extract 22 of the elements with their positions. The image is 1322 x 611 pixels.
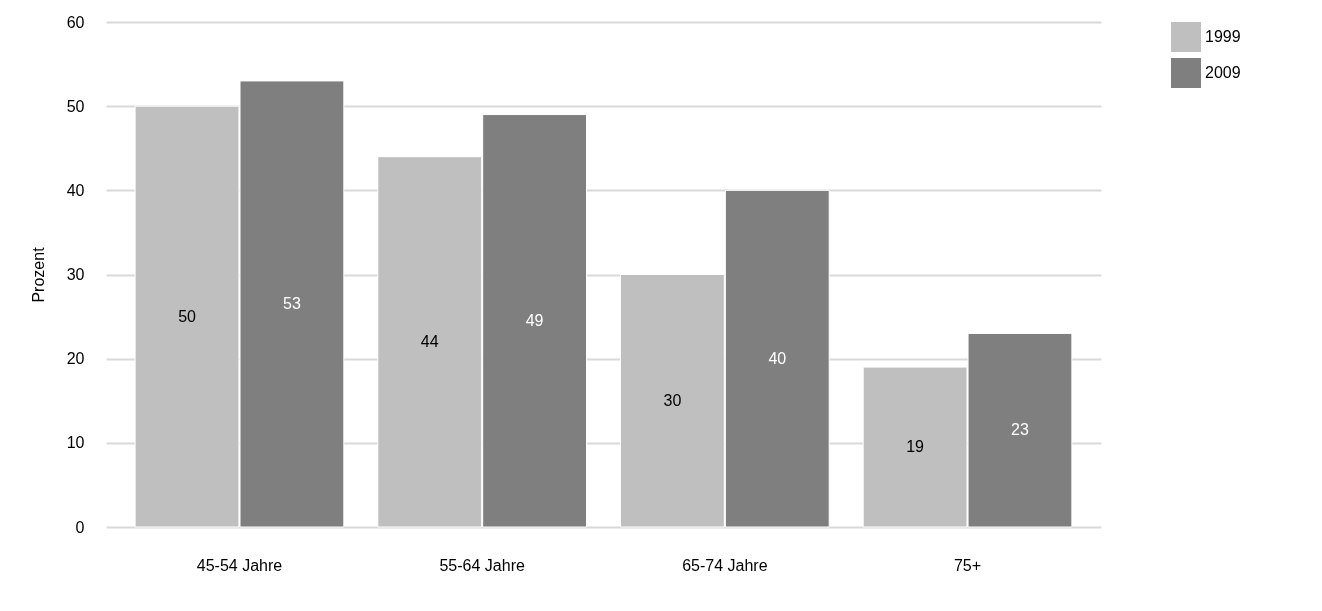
- y-axis-title: Prozent: [29, 246, 47, 303]
- legend-label: 2009: [1205, 64, 1241, 81]
- data-label: 44: [420, 332, 439, 350]
- y-tick-label: 10: [66, 434, 85, 452]
- x-tick-label: 65-74 Jahre: [682, 556, 768, 574]
- legend-label: 1999: [1205, 28, 1241, 45]
- data-label: 23: [1011, 421, 1029, 439]
- data-label: 30: [663, 391, 682, 409]
- x-tick-label: 75+: [953, 556, 982, 574]
- x-tick-label: 55-64 Jahre: [439, 556, 525, 574]
- data-label: 19: [906, 438, 925, 456]
- y-tick-label: 0: [75, 518, 85, 536]
- y-tick-label: 20: [66, 350, 85, 368]
- data-label: 53: [283, 294, 301, 312]
- data-label: 49: [525, 311, 544, 329]
- y-tick-label: 40: [66, 181, 85, 199]
- y-tick-label: 50: [66, 97, 85, 115]
- data-label: 50: [178, 307, 197, 325]
- x-tick-label: 45-54 Jahre: [196, 556, 283, 574]
- data-label: 40: [768, 349, 787, 367]
- y-tick-label: 30: [66, 266, 85, 283]
- y-tick-label: 60: [66, 13, 85, 31]
